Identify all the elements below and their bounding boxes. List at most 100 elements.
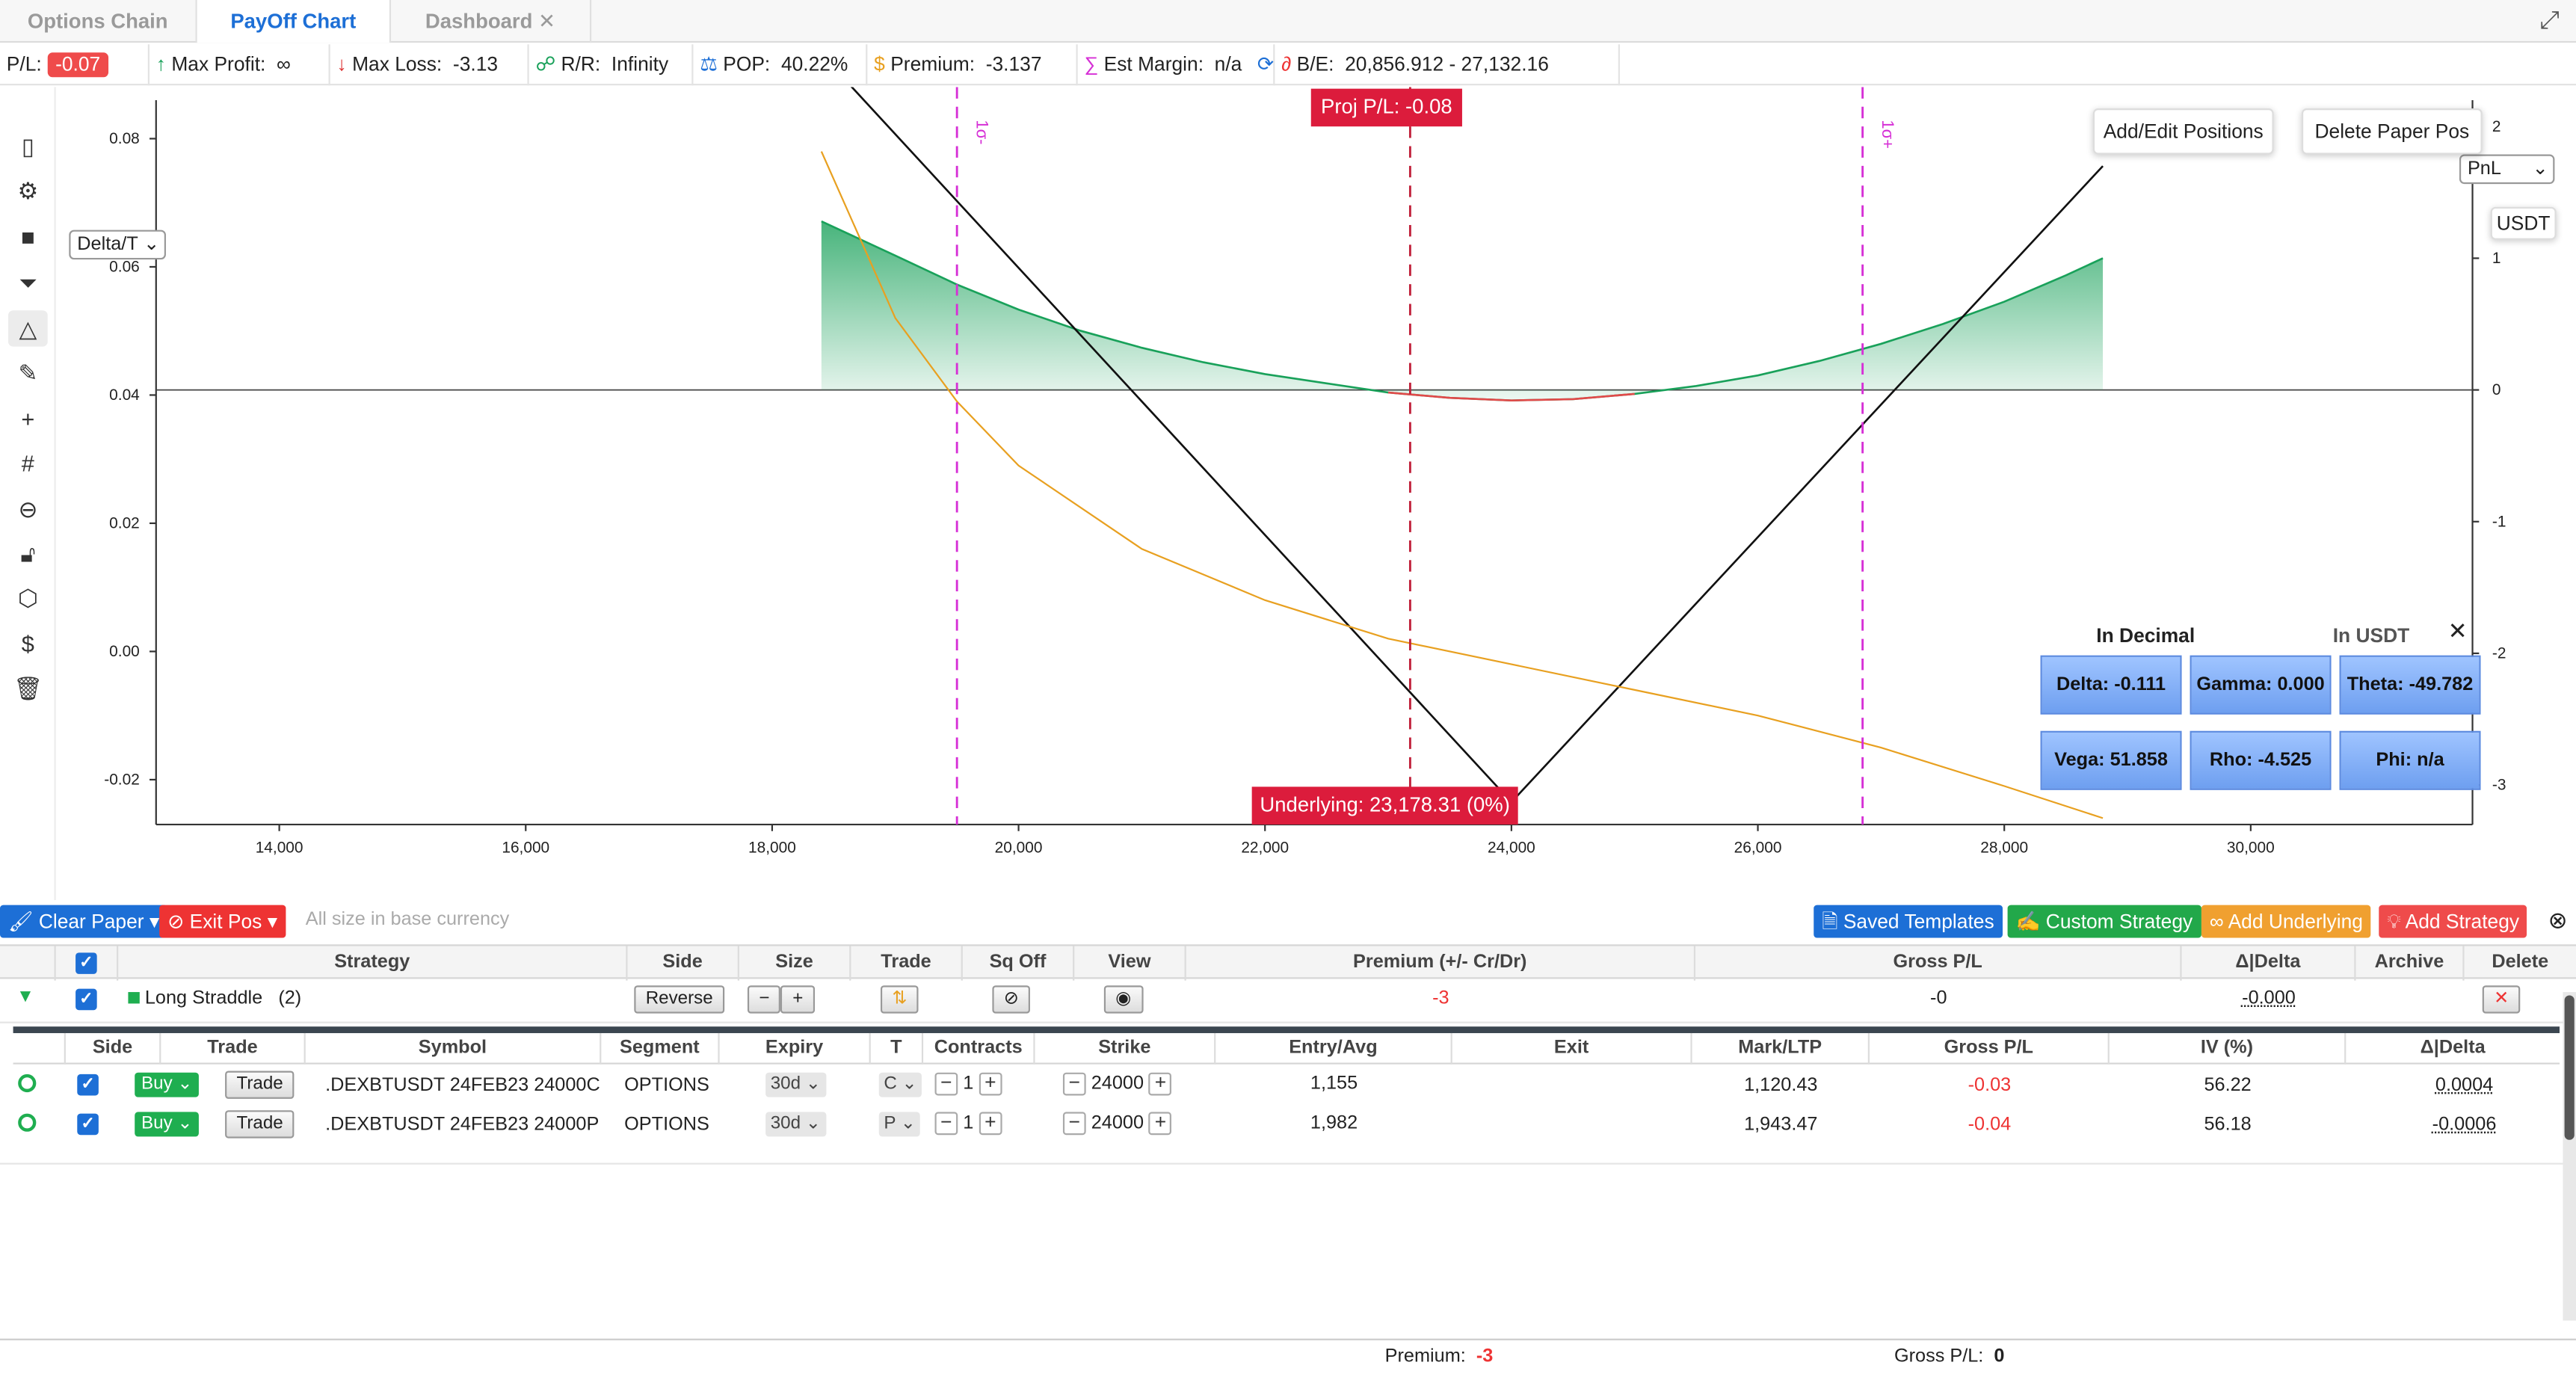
leg-contracts-stepper[interactable]: − 1 + — [934, 1112, 1002, 1136]
trade-icon: ⇅ — [880, 985, 919, 1014]
plus-button[interactable]: + — [979, 1112, 1002, 1136]
totals-footer: Premium: -3 Gross P/L: 0 — [0, 1338, 2576, 1373]
minus-button[interactable]: − — [1062, 1073, 1086, 1096]
triangle-icon[interactable]: △ — [7, 310, 48, 347]
trade-button[interactable]: ⇅ — [880, 985, 919, 1014]
lock-icon[interactable]: 🔓︎ — [20, 540, 36, 567]
sq-off-button[interactable]: ⊘ — [992, 985, 1031, 1014]
zoom-out-icon[interactable]: ⊖ — [18, 496, 38, 523]
greeks-header-decimal[interactable]: In Decimal — [2096, 623, 2196, 647]
checkbox[interactable]: ✓ — [76, 988, 97, 1011]
leg-checkbox[interactable]: ✓ — [77, 1074, 99, 1096]
checkbox[interactable]: ✓ — [77, 1074, 99, 1096]
gear-icon[interactable]: ⚙ — [17, 177, 39, 204]
clear-paper-button[interactable]: 🖌︎ Clear Paper ▾ — [0, 905, 168, 938]
sh-segment: Segment — [601, 1032, 720, 1065]
leg-strike-stepper[interactable]: − 24000 + — [1062, 1073, 1172, 1096]
currency-badge[interactable]: USDT — [2490, 206, 2557, 240]
plus-button[interactable]: + — [780, 985, 815, 1014]
right-tick-label: 2 — [2492, 118, 2501, 135]
square-icon[interactable]: ■ — [21, 223, 35, 250]
minus-button[interactable]: − — [934, 1073, 958, 1096]
plus-icon[interactable]: + — [21, 405, 35, 432]
leg-type-select[interactable]: P ⌄ — [878, 1112, 921, 1137]
plus-button[interactable]: + — [1149, 1073, 1172, 1096]
saved-templates-button[interactable]: 🗎 Saved Templates — [1814, 905, 2003, 938]
payoff-chart[interactable]: 0.08 0.06 0.04 0.02 0.00 -0.02 2 1 0 -1 -2 -3 14,000… — [56, 87, 2576, 900]
x-tick-label: 30,000 — [2227, 839, 2275, 856]
pencil-icon: ✍ — [2015, 910, 2041, 933]
minus-button[interactable]: − — [747, 985, 781, 1014]
plus-button[interactable]: + — [1149, 1112, 1172, 1136]
leg-strike-stepper[interactable]: − 24000 + — [1062, 1112, 1172, 1136]
sh-symbol: Symbol — [306, 1032, 602, 1065]
reverse-button[interactable]: Reverse — [634, 985, 725, 1014]
greeks-header-usdt[interactable]: In USDT — [2332, 623, 2410, 647]
leg-contracts-stepper[interactable]: − 1 + — [934, 1073, 1002, 1096]
th-gross-pl: Gross P/L — [1695, 946, 2182, 981]
tab-payoff-chart[interactable]: PayOff Chart — [197, 0, 392, 43]
leg-side-select[interactable]: Buy ⌄ — [135, 1112, 200, 1137]
filter-icon[interactable]: ⏷ — [19, 269, 37, 296]
right-axis-select[interactable]: PnL ⌄ — [2459, 154, 2555, 185]
close-icon[interactable]: ✕ — [2447, 617, 2468, 644]
th-select-all[interactable]: ✓ — [56, 946, 119, 981]
tab-bar: Options Chain PayOff Chart Dashboard ✕ ⤢ — [0, 0, 2576, 43]
leg-strike: 24000 — [1091, 1113, 1144, 1134]
minus-button[interactable]: − — [934, 1112, 958, 1136]
strategy-table-header: ✓ Strategy Side Size Trade Sq Off View P… — [0, 944, 2576, 981]
tab-dashboard[interactable]: Dashboard ✕ — [391, 0, 592, 43]
leg-expiry-select[interactable]: 30d ⌄ — [765, 1112, 826, 1137]
dollar-icon[interactable]: $ — [21, 630, 34, 657]
custom-strategy-button[interactable]: ✍ Custom Strategy — [2007, 905, 2201, 938]
arrow-down-icon: ↓ — [336, 52, 347, 76]
add-strategy-button[interactable]: 💡︎ Add Strategy — [2379, 905, 2528, 938]
template-icon: 🗎 — [1822, 910, 1838, 933]
expand-icon[interactable]: ⤢ — [2539, 6, 2560, 35]
leg-type-select[interactable]: C ⌄ — [878, 1072, 922, 1097]
view-button[interactable]: ◉ — [1103, 985, 1143, 1014]
delete-paper-pos-button[interactable]: Delete Paper Pos — [2301, 108, 2483, 155]
scrollbar[interactable] — [2563, 992, 2576, 1321]
close-circle-icon[interactable]: ⊗ — [2548, 906, 2568, 933]
exit-pos-button[interactable]: ⊘ Exit Pos ▾ — [159, 905, 286, 938]
add-edit-positions-button[interactable]: Add/Edit Positions — [2092, 108, 2274, 155]
margin-value: n/a — [1214, 52, 1242, 76]
leg-checkbox[interactable]: ✓ — [77, 1113, 99, 1136]
checkbox[interactable]: ✓ — [76, 952, 97, 974]
grid-icon[interactable]: # — [21, 450, 34, 477]
arrow-up-icon: ↑ — [155, 52, 166, 76]
checkbox[interactable]: ✓ — [77, 1113, 99, 1136]
left-axis-select[interactable]: Delta/T ⌄ — [69, 230, 166, 260]
leg-trade-button[interactable]: Trade — [225, 1110, 295, 1139]
footer-gross-value: 0 — [1994, 1346, 2005, 1367]
leg-mark: 1,120.43 — [1744, 1076, 1818, 1096]
collapse-icon[interactable]: ▼ — [16, 987, 34, 1007]
pencil-icon[interactable]: ✎ — [18, 360, 38, 386]
delete-strategy-button[interactable]: ✕ — [2482, 985, 2521, 1014]
sh-trade: Trade — [161, 1032, 306, 1065]
max-profit-value: ∞ — [277, 52, 291, 76]
close-icon[interactable]: ✕ — [538, 10, 556, 33]
tab-options-chain[interactable]: Options Chain — [0, 0, 197, 43]
leg-side-select[interactable]: Buy ⌄ — [135, 1072, 200, 1097]
custom-strategy-label: Custom Strategy — [2045, 910, 2193, 933]
row-divider — [0, 1162, 2563, 1165]
footer-gross-label: Gross P/L: — [1894, 1346, 1984, 1367]
leg-trade-button[interactable]: Trade — [225, 1071, 295, 1099]
plus-button[interactable]: + — [979, 1073, 1002, 1096]
th-size: Size — [739, 946, 851, 981]
leg-type: P — [884, 1113, 896, 1133]
scrollbar-thumb[interactable] — [2564, 995, 2575, 1140]
refresh-icon[interactable]: ⟳ — [1257, 52, 1275, 76]
panel-icon[interactable]: ▯ — [21, 132, 34, 160]
cube-icon[interactable]: ⬡ — [17, 585, 38, 612]
add-underlying-button[interactable]: ∞ Add Underlying — [2201, 905, 2371, 938]
trash-icon[interactable]: 🗑︎ — [13, 675, 43, 702]
size-stepper[interactable]: − + — [747, 985, 815, 1014]
strategy-checkbox[interactable]: ✓ — [76, 988, 97, 1011]
leg-expiry-select[interactable]: 30d ⌄ — [765, 1072, 826, 1097]
minus-button[interactable]: − — [1062, 1112, 1086, 1136]
underlying-text: Underlying: 23,178.31 (0%) — [1260, 793, 1510, 816]
tab-label: Options Chain — [27, 10, 168, 33]
